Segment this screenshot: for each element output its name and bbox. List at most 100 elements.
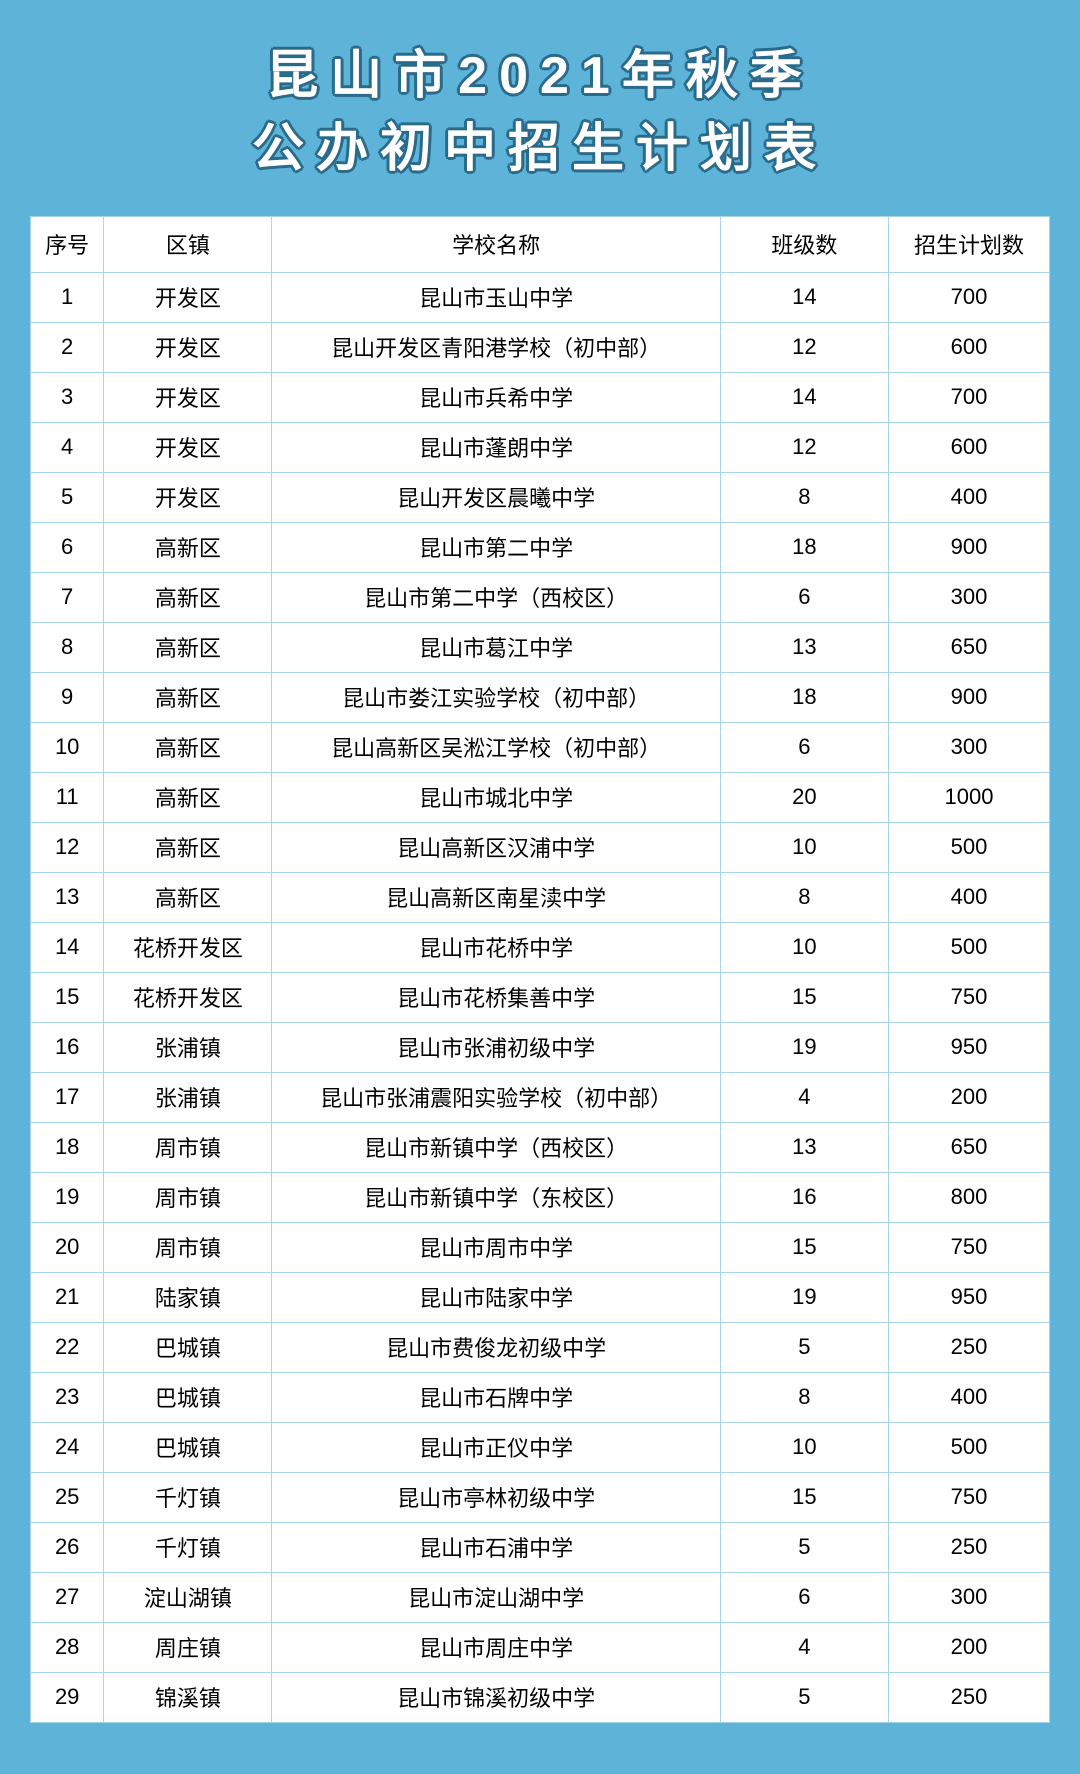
cell-school: 昆山高新区南星渎中学: [272, 872, 720, 922]
table-row: 4开发区昆山市蓬朗中学12600: [31, 422, 1050, 472]
cell-classes: 14: [720, 372, 888, 422]
title-line-2: 公办初中招生计划表: [30, 113, 1050, 186]
table-row: 11高新区昆山市城北中学201000: [31, 772, 1050, 822]
cell-school: 昆山市玉山中学: [272, 272, 720, 322]
cell-enrollment: 1000: [888, 772, 1049, 822]
col-header-school: 学校名称: [272, 216, 720, 272]
table-row: 26千灯镇昆山市石浦中学5250: [31, 1522, 1050, 1572]
cell-enrollment: 300: [888, 722, 1049, 772]
cell-school: 昆山市陆家中学: [272, 1272, 720, 1322]
cell-district: 高新区: [104, 822, 272, 872]
cell-district: 开发区: [104, 472, 272, 522]
cell-district: 张浦镇: [104, 1072, 272, 1122]
cell-enrollment: 950: [888, 1272, 1049, 1322]
cell-enrollment: 750: [888, 1472, 1049, 1522]
cell-enrollment: 650: [888, 1122, 1049, 1172]
table-row: 24巴城镇昆山市正仪中学10500: [31, 1422, 1050, 1472]
cell-enrollment: 500: [888, 922, 1049, 972]
cell-id: 9: [31, 672, 104, 722]
cell-classes: 4: [720, 1622, 888, 1672]
cell-district: 淀山湖镇: [104, 1572, 272, 1622]
cell-enrollment: 600: [888, 322, 1049, 372]
cell-school: 昆山开发区晨曦中学: [272, 472, 720, 522]
cell-classes: 15: [720, 972, 888, 1022]
cell-classes: 19: [720, 1272, 888, 1322]
table-row: 13高新区昆山高新区南星渎中学8400: [31, 872, 1050, 922]
cell-district: 张浦镇: [104, 1022, 272, 1072]
cell-enrollment: 500: [888, 1422, 1049, 1472]
cell-id: 16: [31, 1022, 104, 1072]
cell-school: 昆山市石牌中学: [272, 1372, 720, 1422]
cell-school: 昆山市花桥中学: [272, 922, 720, 972]
table-row: 3开发区昆山市兵希中学14700: [31, 372, 1050, 422]
table-body: 1开发区昆山市玉山中学147002开发区昆山开发区青阳港学校（初中部）12600…: [31, 272, 1050, 1722]
cell-classes: 8: [720, 472, 888, 522]
cell-id: 28: [31, 1622, 104, 1672]
cell-id: 2: [31, 322, 104, 372]
cell-enrollment: 250: [888, 1672, 1049, 1722]
cell-school: 昆山市葛江中学: [272, 622, 720, 672]
enrollment-table: 序号 区镇 学校名称 班级数 招生计划数 1开发区昆山市玉山中学147002开发…: [30, 216, 1050, 1723]
cell-district: 周市镇: [104, 1222, 272, 1272]
cell-enrollment: 250: [888, 1322, 1049, 1372]
cell-classes: 18: [720, 672, 888, 722]
cell-school: 昆山市正仪中学: [272, 1422, 720, 1472]
cell-classes: 4: [720, 1072, 888, 1122]
cell-school: 昆山市蓬朗中学: [272, 422, 720, 472]
cell-id: 8: [31, 622, 104, 672]
cell-id: 24: [31, 1422, 104, 1472]
cell-classes: 13: [720, 1122, 888, 1172]
cell-classes: 12: [720, 422, 888, 472]
cell-school: 昆山市新镇中学（东校区）: [272, 1172, 720, 1222]
cell-id: 20: [31, 1222, 104, 1272]
cell-school: 昆山开发区青阳港学校（初中部）: [272, 322, 720, 372]
col-header-classes: 班级数: [720, 216, 888, 272]
cell-district: 巴城镇: [104, 1322, 272, 1372]
table-row: 20周市镇昆山市周市中学15750: [31, 1222, 1050, 1272]
cell-school: 昆山市淀山湖中学: [272, 1572, 720, 1622]
cell-id: 12: [31, 822, 104, 872]
cell-enrollment: 650: [888, 622, 1049, 672]
cell-id: 3: [31, 372, 104, 422]
table-row: 1开发区昆山市玉山中学14700: [31, 272, 1050, 322]
cell-school: 昆山市兵希中学: [272, 372, 720, 422]
cell-enrollment: 600: [888, 422, 1049, 472]
cell-classes: 5: [720, 1672, 888, 1722]
cell-school: 昆山高新区吴淞江学校（初中部）: [272, 722, 720, 772]
cell-enrollment: 750: [888, 972, 1049, 1022]
cell-id: 4: [31, 422, 104, 472]
cell-school: 昆山市费俊龙初级中学: [272, 1322, 720, 1372]
cell-school: 昆山市新镇中学（西校区）: [272, 1122, 720, 1172]
cell-enrollment: 700: [888, 372, 1049, 422]
cell-enrollment: 700: [888, 272, 1049, 322]
cell-district: 千灯镇: [104, 1472, 272, 1522]
cell-school: 昆山市第二中学: [272, 522, 720, 572]
cell-district: 高新区: [104, 872, 272, 922]
cell-id: 10: [31, 722, 104, 772]
table-header-row: 序号 区镇 学校名称 班级数 招生计划数: [31, 216, 1050, 272]
cell-school: 昆山市石浦中学: [272, 1522, 720, 1572]
cell-id: 6: [31, 522, 104, 572]
cell-id: 18: [31, 1122, 104, 1172]
cell-district: 千灯镇: [104, 1522, 272, 1572]
cell-enrollment: 400: [888, 1372, 1049, 1422]
cell-classes: 8: [720, 1372, 888, 1422]
cell-classes: 10: [720, 1422, 888, 1472]
table-row: 29锦溪镇昆山市锦溪初级中学5250: [31, 1672, 1050, 1722]
cell-id: 29: [31, 1672, 104, 1722]
cell-district: 开发区: [104, 322, 272, 372]
cell-district: 巴城镇: [104, 1372, 272, 1422]
cell-classes: 12: [720, 322, 888, 372]
table-row: 18周市镇昆山市新镇中学（西校区）13650: [31, 1122, 1050, 1172]
table-row: 19周市镇昆山市新镇中学（东校区）16800: [31, 1172, 1050, 1222]
page-title: 昆山市2021年秋季 公办初中招生计划表: [30, 40, 1050, 186]
table-row: 5开发区昆山开发区晨曦中学8400: [31, 472, 1050, 522]
cell-district: 开发区: [104, 422, 272, 472]
cell-enrollment: 200: [888, 1622, 1049, 1672]
cell-district: 周市镇: [104, 1172, 272, 1222]
cell-classes: 10: [720, 922, 888, 972]
cell-enrollment: 900: [888, 522, 1049, 572]
cell-id: 25: [31, 1472, 104, 1522]
cell-district: 周庄镇: [104, 1622, 272, 1672]
table-row: 10高新区昆山高新区吴淞江学校（初中部）6300: [31, 722, 1050, 772]
